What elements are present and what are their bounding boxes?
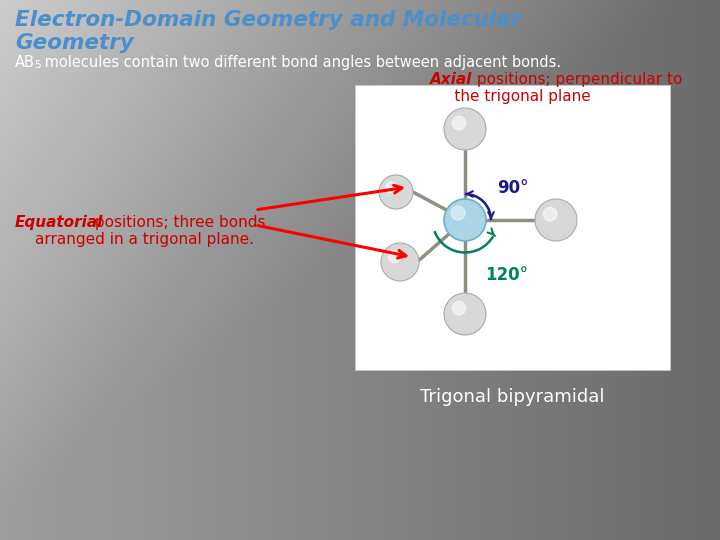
Circle shape	[381, 243, 419, 281]
Text: 5: 5	[34, 60, 40, 70]
Circle shape	[451, 206, 465, 220]
Circle shape	[544, 207, 557, 221]
Text: positions; perpendicular to: positions; perpendicular to	[472, 72, 683, 87]
Text: AB: AB	[15, 55, 35, 70]
Text: Geometry: Geometry	[15, 33, 134, 53]
Circle shape	[452, 117, 466, 130]
Text: 120°: 120°	[485, 266, 528, 284]
Circle shape	[379, 175, 413, 209]
Circle shape	[444, 293, 486, 335]
Circle shape	[535, 199, 577, 241]
Circle shape	[444, 199, 486, 241]
Text: positions; three bonds: positions; three bonds	[90, 215, 266, 230]
Text: Trigonal bipyramidal: Trigonal bipyramidal	[420, 388, 605, 406]
Circle shape	[389, 251, 401, 263]
Text: the trigonal plane: the trigonal plane	[430, 89, 590, 104]
Text: Equatorial: Equatorial	[15, 215, 104, 230]
Circle shape	[444, 108, 486, 150]
Text: 90°: 90°	[497, 179, 528, 197]
Circle shape	[452, 301, 466, 315]
Text: molecules contain two different bond angles between adjacent bonds.: molecules contain two different bond ang…	[40, 55, 561, 70]
Text: Electron-Domain Geometry and Molecular: Electron-Domain Geometry and Molecular	[15, 10, 521, 30]
Text: Axial: Axial	[430, 72, 472, 87]
Text: arranged in a trigonal plane.: arranged in a trigonal plane.	[35, 232, 254, 247]
FancyBboxPatch shape	[355, 85, 670, 370]
Circle shape	[386, 182, 397, 193]
